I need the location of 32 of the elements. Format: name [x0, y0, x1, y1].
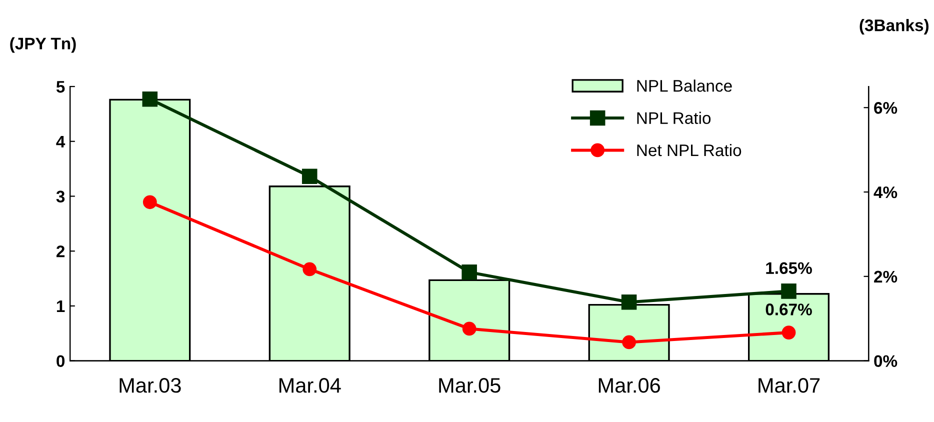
chart-title: (3Banks)	[860, 18, 929, 35]
point	[142, 195, 157, 210]
y2-tick-label: 4%	[874, 186, 898, 198]
data-label: 1.65%	[766, 262, 812, 274]
point	[462, 264, 477, 280]
point	[302, 262, 317, 276]
legend-label: NPL Balance	[637, 80, 732, 92]
y-axis-title: (JPY Tn)	[10, 37, 76, 53]
y2-tick-label: 0%	[874, 355, 898, 368]
legend-label: Net NPL Ratio	[637, 144, 742, 156]
y-tick-label: 5	[56, 81, 65, 93]
point	[782, 326, 796, 340]
x-tick-label: Mar.07	[758, 378, 820, 393]
y-tick-label: 3	[56, 190, 65, 202]
x-tick-label: Mar.04	[279, 378, 341, 393]
point	[622, 335, 636, 350]
y-tick-label: 4	[56, 136, 66, 148]
x-tick-label: Mar.05	[439, 378, 500, 393]
x-tick-label: Mar.06	[598, 378, 660, 393]
point	[781, 284, 796, 299]
point	[462, 322, 476, 336]
point	[142, 92, 158, 107]
data-label: 0.67%	[766, 304, 812, 316]
point	[302, 168, 318, 184]
y-tick-label: 2	[56, 245, 65, 258]
y-tick-label: 0	[56, 355, 65, 368]
legend-label: NPL Ratio	[637, 112, 711, 124]
point	[621, 294, 637, 310]
y2-tick-label: 6%	[874, 102, 898, 114]
x-tick-label: Mar.03	[120, 378, 181, 393]
y2-tick-label: 2%	[874, 270, 898, 283]
y-tick-label: 1	[56, 300, 65, 312]
